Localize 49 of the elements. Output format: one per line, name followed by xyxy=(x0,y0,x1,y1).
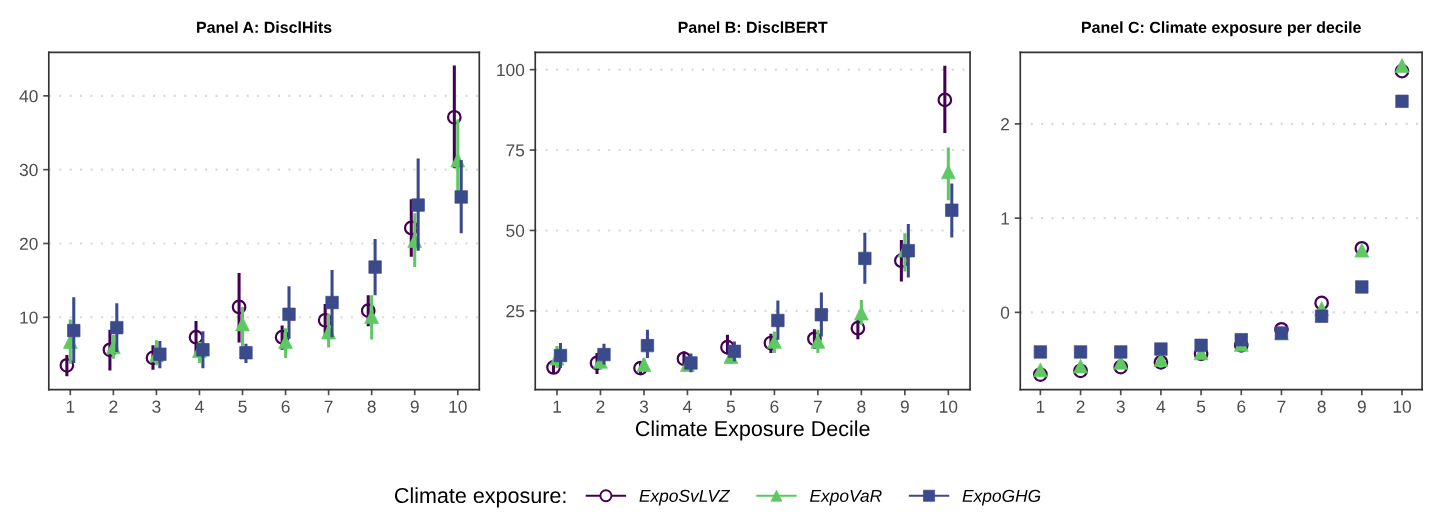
y-tick-label: 30 xyxy=(19,163,38,177)
chart-title: Panel B: DisclBERT xyxy=(678,21,828,34)
x-tick-label: 10 xyxy=(939,400,958,413)
x-tick-label: 4 xyxy=(683,400,692,413)
x-tick-label: 7 xyxy=(324,400,333,413)
x-tick-label: 9 xyxy=(900,400,909,413)
x-tick-label: 8 xyxy=(367,400,376,413)
x-tick-label: 10 xyxy=(449,400,467,413)
legend-title: Climate exposure: xyxy=(394,487,566,508)
y-tick-label: 10 xyxy=(20,311,38,324)
x-tick-label: 10 xyxy=(1393,400,1411,413)
legend-label: ExpoVaR xyxy=(809,489,882,506)
y-tick-label: 0 xyxy=(1000,306,1010,319)
x-tick-label: 5 xyxy=(726,400,736,413)
x-tick-label: 9 xyxy=(1357,400,1366,413)
x-tick-label: 6 xyxy=(770,400,779,413)
x-tick-label: 7 xyxy=(813,400,822,413)
legend-label: ExpoSvLVZ xyxy=(639,489,731,506)
x-tick-label: 1 xyxy=(553,400,561,413)
x-tick-label: 1 xyxy=(1036,400,1045,413)
x-tick-label: 7 xyxy=(1277,400,1286,413)
x-tick-label: 3 xyxy=(639,400,649,413)
x-tick-label: 2 xyxy=(596,400,605,413)
legend-label: ExpoGHG xyxy=(962,489,1041,506)
x-tick-label: 4 xyxy=(1156,400,1166,413)
x-tick-label: 2 xyxy=(109,400,118,413)
chart-title: Panel C: Climate exposure per decile xyxy=(1082,21,1361,37)
y-tick-label: 1 xyxy=(1001,212,1010,225)
y-tick-label: 100 xyxy=(497,63,525,77)
y-tick-label: 40 xyxy=(19,90,38,103)
x-tick-label: 3 xyxy=(1116,400,1125,413)
x-tick-label: 6 xyxy=(281,400,290,413)
x-tick-label: 5 xyxy=(1196,400,1206,413)
x-tick-label: 5 xyxy=(238,400,247,413)
x-tick-label: 4 xyxy=(195,400,204,413)
y-tick-label: 20 xyxy=(19,237,38,250)
x-tick-label: 6 xyxy=(1237,400,1246,413)
x-tick-label: 8 xyxy=(857,400,866,413)
y-tick-label: 2 xyxy=(1001,118,1009,131)
y-tick-label: 25 xyxy=(506,305,525,318)
chart-title: Panel A: DisclHits xyxy=(197,21,332,34)
x-axis-title: Climate Exposure Decile xyxy=(635,420,870,441)
y-tick-label: 75 xyxy=(506,144,525,157)
x-tick-label: 1 xyxy=(66,400,75,413)
x-tick-label: 2 xyxy=(1076,400,1085,413)
y-tick-label: 50 xyxy=(506,224,525,237)
x-tick-label: 3 xyxy=(152,400,161,413)
x-tick-label: 8 xyxy=(1317,400,1326,413)
x-tick-label: 9 xyxy=(410,400,419,413)
